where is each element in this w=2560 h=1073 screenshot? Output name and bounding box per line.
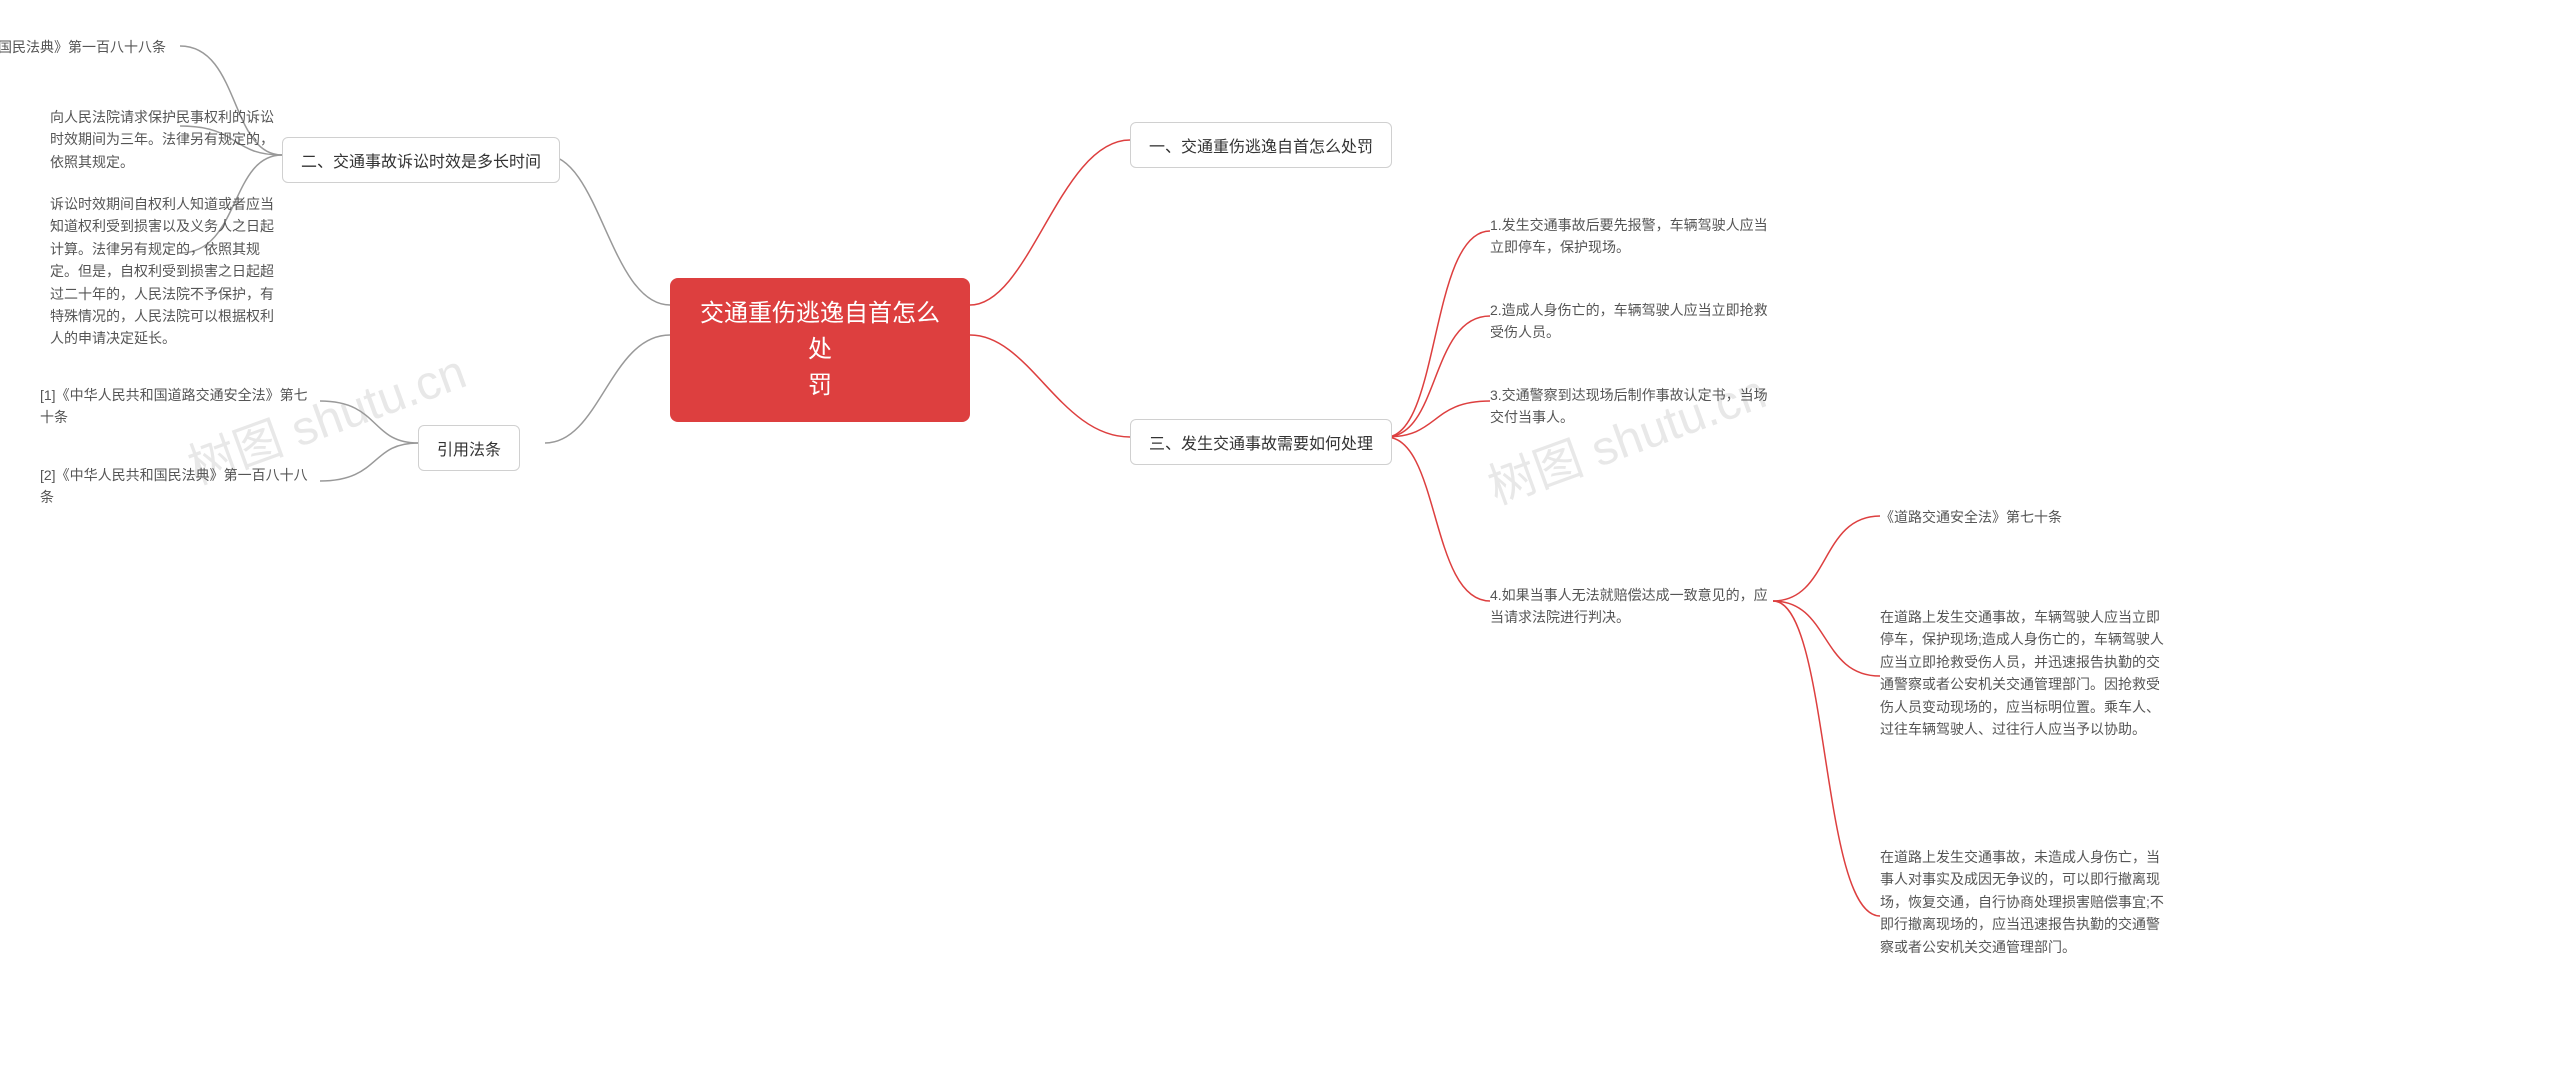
leaf-text: 向人民法院请求保护民事权利的诉讼时效期间为三年。法律另有规定的，依照其规定。 <box>50 109 274 170</box>
leaf-text: 《中华人民共和国民法典》第一百八十八条 <box>0 39 166 55</box>
leaf-text: 《道路交通安全法》第七十条 <box>1880 509 2062 525</box>
branch-right-1: 一、交通重伤逃逸自首怎么处罚 <box>1130 122 1392 168</box>
leaf-right-3-4-3: 在道路上发生交通事故，未造成人身伤亡，当事人对事实及成因无争议的，可以即行撤离现… <box>1880 846 2170 958</box>
leaf-text: 4.如果当事人无法就赔偿达成一致意见的，应当请求法院进行判决。 <box>1490 587 1768 625</box>
root-text: 交通重伤逃逸自首怎么处罚 <box>700 300 940 399</box>
leaf-left-2-3: 诉讼时效期间自权利人知道或者应当知道权利受到损害以及义务人之日起计算。法律另有规… <box>50 193 285 350</box>
leaf-text: 3.交通警察到达现场后制作事故认定书，当场交付当事人。 <box>1490 387 1768 425</box>
leaf-text: [2]《中华人民共和国民法典》第一百八十八条 <box>40 467 308 505</box>
leaf-right-3-4-2: 在道路上发生交通事故，车辆驾驶人应当立即停车，保护现场;造成人身伤亡的，车辆驾驶… <box>1880 606 2170 740</box>
branch-label: 一、交通重伤逃逸自首怎么处罚 <box>1149 139 1373 156</box>
leaf-left-2-1: 《中华人民共和国民法典》第一百八十八条 <box>0 36 180 58</box>
leaf-text: 在道路上发生交通事故，车辆驾驶人应当立即停车，保护现场;造成人身伤亡的，车辆驾驶… <box>1880 609 2164 737</box>
root-node: 交通重伤逃逸自首怎么处罚 <box>670 278 970 422</box>
leaf-left-2-2: 向人民法院请求保护民事权利的诉讼时效期间为三年。法律另有规定的，依照其规定。 <box>50 106 285 173</box>
branch-left-2: 二、交通事故诉讼时效是多长时间 <box>282 137 560 183</box>
branch-left-cite: 引用法条 <box>418 425 520 471</box>
leaf-left-cite-2: [2]《中华人民共和国民法典》第一百八十八条 <box>40 464 320 509</box>
leaf-text: [1]《中华人民共和国道路交通安全法》第七十条 <box>40 387 308 425</box>
leaf-right-3-4: 4.如果当事人无法就赔偿达成一致意见的，应当请求法院进行判决。 <box>1490 584 1770 629</box>
branch-label: 引用法条 <box>437 442 501 459</box>
leaf-right-3-3: 3.交通警察到达现场后制作事故认定书，当场交付当事人。 <box>1490 384 1770 429</box>
branch-right-3: 三、发生交通事故需要如何处理 <box>1130 419 1392 465</box>
leaf-right-3-2: 2.造成人身伤亡的，车辆驾驶人应当立即抢救受伤人员。 <box>1490 299 1770 344</box>
leaf-right-3-1: 1.发生交通事故后要先报警，车辆驾驶人应当立即停车，保护现场。 <box>1490 214 1770 259</box>
leaf-text: 2.造成人身伤亡的，车辆驾驶人应当立即抢救受伤人员。 <box>1490 302 1768 340</box>
branch-label: 三、发生交通事故需要如何处理 <box>1149 436 1373 453</box>
leaf-left-cite-1: [1]《中华人民共和国道路交通安全法》第七十条 <box>40 384 320 429</box>
branch-label: 二、交通事故诉讼时效是多长时间 <box>301 154 541 171</box>
watermark: 树图 shutu.cn <box>1477 352 1774 517</box>
leaf-text: 在道路上发生交通事故，未造成人身伤亡，当事人对事实及成因无争议的，可以即行撤离现… <box>1880 849 2164 955</box>
leaf-text: 诉讼时效期间自权利人知道或者应当知道权利受到损害以及义务人之日起计算。法律另有规… <box>50 196 274 346</box>
leaf-right-3-4-1: 《道路交通安全法》第七十条 <box>1880 506 2062 528</box>
leaf-text: 1.发生交通事故后要先报警，车辆驾驶人应当立即停车，保护现场。 <box>1490 217 1768 255</box>
